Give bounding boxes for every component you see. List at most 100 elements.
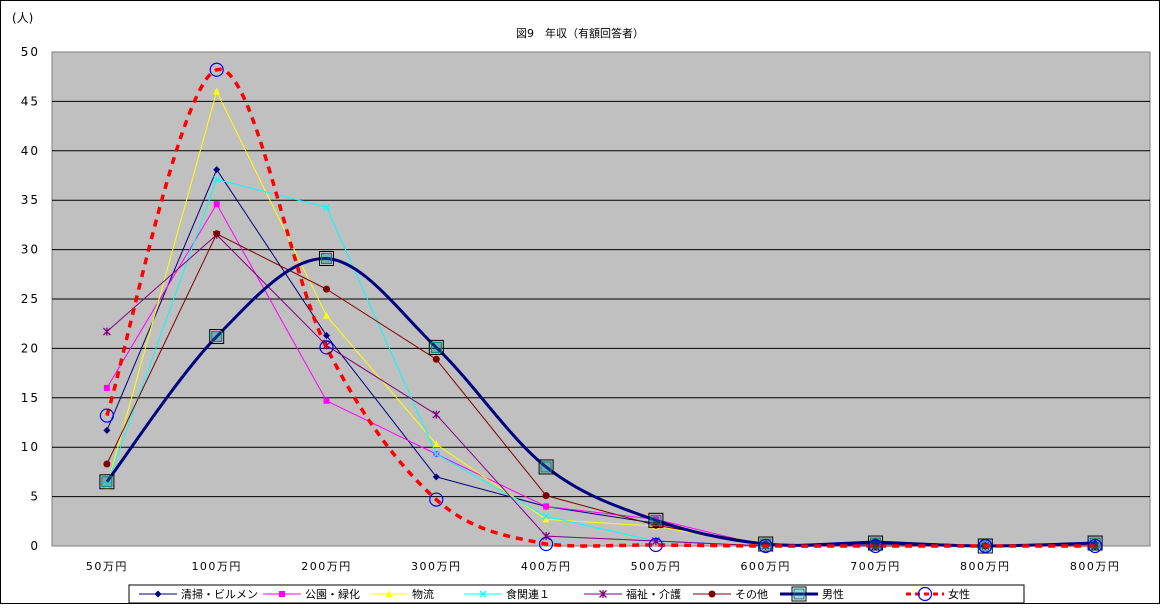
dansei-marker-inner — [211, 331, 223, 343]
x-tick-label: 700万円 — [850, 560, 901, 573]
sonota-point — [542, 492, 550, 500]
legend-label: 公園・緑化 — [305, 587, 360, 601]
josei-point — [538, 536, 554, 552]
dansei-marker-outer — [868, 535, 883, 551]
dansei-point — [1087, 535, 1103, 551]
josei-point — [978, 538, 993, 554]
legend-label: 福祉・介護 — [626, 587, 681, 601]
dansei-marker-inner — [650, 514, 662, 526]
dansei-marker-outer — [648, 512, 664, 528]
sonota-point — [213, 230, 221, 238]
series-group — [99, 62, 1103, 554]
josei-markers — [99, 62, 1103, 554]
legend-item-kouen-ryokka: 公園・緑化 — [263, 587, 360, 601]
x-tick-label: 400万円 — [521, 560, 572, 573]
legend-shokukanren-point — [479, 590, 487, 598]
x-tick-label: 300万円 — [411, 560, 462, 573]
josei-point — [319, 340, 334, 355]
legend-label: 食関連１ — [506, 587, 550, 601]
dansei-line — [105, 256, 1096, 548]
legend-label: 物流 — [412, 587, 434, 601]
dansei-marker-outer — [99, 474, 115, 490]
dansei-point — [648, 512, 664, 528]
seisou-birumen-point — [103, 426, 111, 434]
y-tick-label: 40 — [21, 144, 40, 158]
legend-label: その他 — [735, 588, 768, 601]
legend-fukushi-kaigo-point — [599, 590, 607, 598]
y-tick-label: 0 — [30, 539, 40, 553]
legend-dansei-marker-outer — [791, 586, 807, 602]
josei-point — [758, 538, 773, 554]
legend-label: 清掃・ビルメン — [181, 587, 258, 601]
y-tick-label: 10 — [21, 440, 40, 454]
josei-point — [209, 62, 224, 77]
y-tick-label: 45 — [21, 94, 40, 108]
fukushi-kaigo-point — [102, 327, 111, 336]
dansei-point — [209, 329, 225, 345]
butsuryu-point — [103, 482, 111, 490]
x-tick-label: 800万円 — [1070, 560, 1121, 573]
dansei-marker-inner — [430, 341, 442, 353]
josei-point — [1087, 538, 1103, 554]
seisou-birumen-point — [323, 332, 330, 340]
legend-seisou-birumen-point — [154, 590, 162, 598]
butsuryu-point — [432, 440, 440, 448]
legend-item-seisou-birumen: 清掃・ビルメン — [139, 587, 258, 601]
gridlines — [52, 100, 1150, 498]
legend-label: 男性 — [822, 587, 844, 601]
kouen-ryokka-point — [213, 201, 220, 208]
legend-butsuryu-point — [385, 590, 393, 597]
dansei-point — [868, 535, 883, 551]
sonota-point — [323, 285, 330, 293]
dansei-marker-outer — [319, 250, 334, 266]
seisou-birumen-point — [213, 166, 221, 174]
x-axis: 50万円 100万円 200万円 300万円 400万円 500万円 600万円 700万円 8… — [86, 560, 1121, 573]
dansei-marker-outer — [209, 329, 225, 345]
legend: 清掃・ビルメン 公園・緑化 物流 食関連１ 福祉・介護 その他 男性 女性 — [139, 586, 970, 602]
dansei-marker-inner — [870, 537, 881, 549]
shokukanren-point — [542, 512, 550, 520]
legend-josei-point — [917, 586, 933, 602]
y-axis-label: (人) — [12, 11, 33, 25]
legend-kouen-ryokka-point — [279, 591, 285, 597]
butsuryu-point — [323, 311, 330, 319]
josei-point — [99, 408, 115, 423]
y-tick-label: 30 — [21, 243, 40, 257]
y-tick-label: 20 — [21, 341, 40, 355]
dansei-marker-inner — [540, 461, 552, 473]
dansei-marker-outer — [1087, 535, 1103, 551]
x-tick-label: 500万円 — [631, 560, 682, 573]
sonota-point — [432, 355, 440, 363]
y-tick-label: 15 — [21, 391, 40, 405]
x-tick-label: 200万円 — [301, 560, 352, 573]
y-tick-label: 50 — [21, 45, 40, 59]
legend-item-shokukanren: 食関連１ — [464, 587, 550, 601]
shokukanren-point — [213, 175, 221, 183]
x-tick-label: 800万円 — [960, 560, 1011, 573]
legend-sonota-point — [708, 590, 716, 598]
kouen-ryokka-point — [323, 397, 330, 404]
legend-label: 女性 — [948, 587, 970, 601]
josei-point — [868, 538, 883, 554]
seisou-birumen-point — [432, 473, 440, 481]
josei-point — [648, 537, 664, 553]
dansei-point — [99, 474, 115, 490]
x-tick-label: 600万円 — [740, 560, 791, 573]
dansei-marker-inner — [1089, 537, 1101, 549]
legend-item-dansei: 男性 — [780, 586, 844, 602]
dansei-point — [319, 250, 334, 266]
kouen-ryokka-point — [543, 503, 550, 510]
legend-item-josei: 女性 — [906, 586, 970, 602]
legend-dansei-point — [791, 586, 807, 602]
dansei-point — [538, 459, 554, 475]
dansei-marker-inner — [321, 252, 332, 264]
x-tick-label: 100万円 — [191, 560, 242, 573]
dansei-marker-inner — [101, 476, 113, 488]
legend-item-butsuryu: 物流 — [370, 587, 434, 601]
dansei-marker-outer — [758, 536, 774, 552]
dansei-point — [428, 339, 444, 355]
josei-point — [429, 492, 444, 507]
legend-dansei-marker-inner — [793, 588, 805, 600]
dansei-marker-outer — [428, 339, 444, 355]
